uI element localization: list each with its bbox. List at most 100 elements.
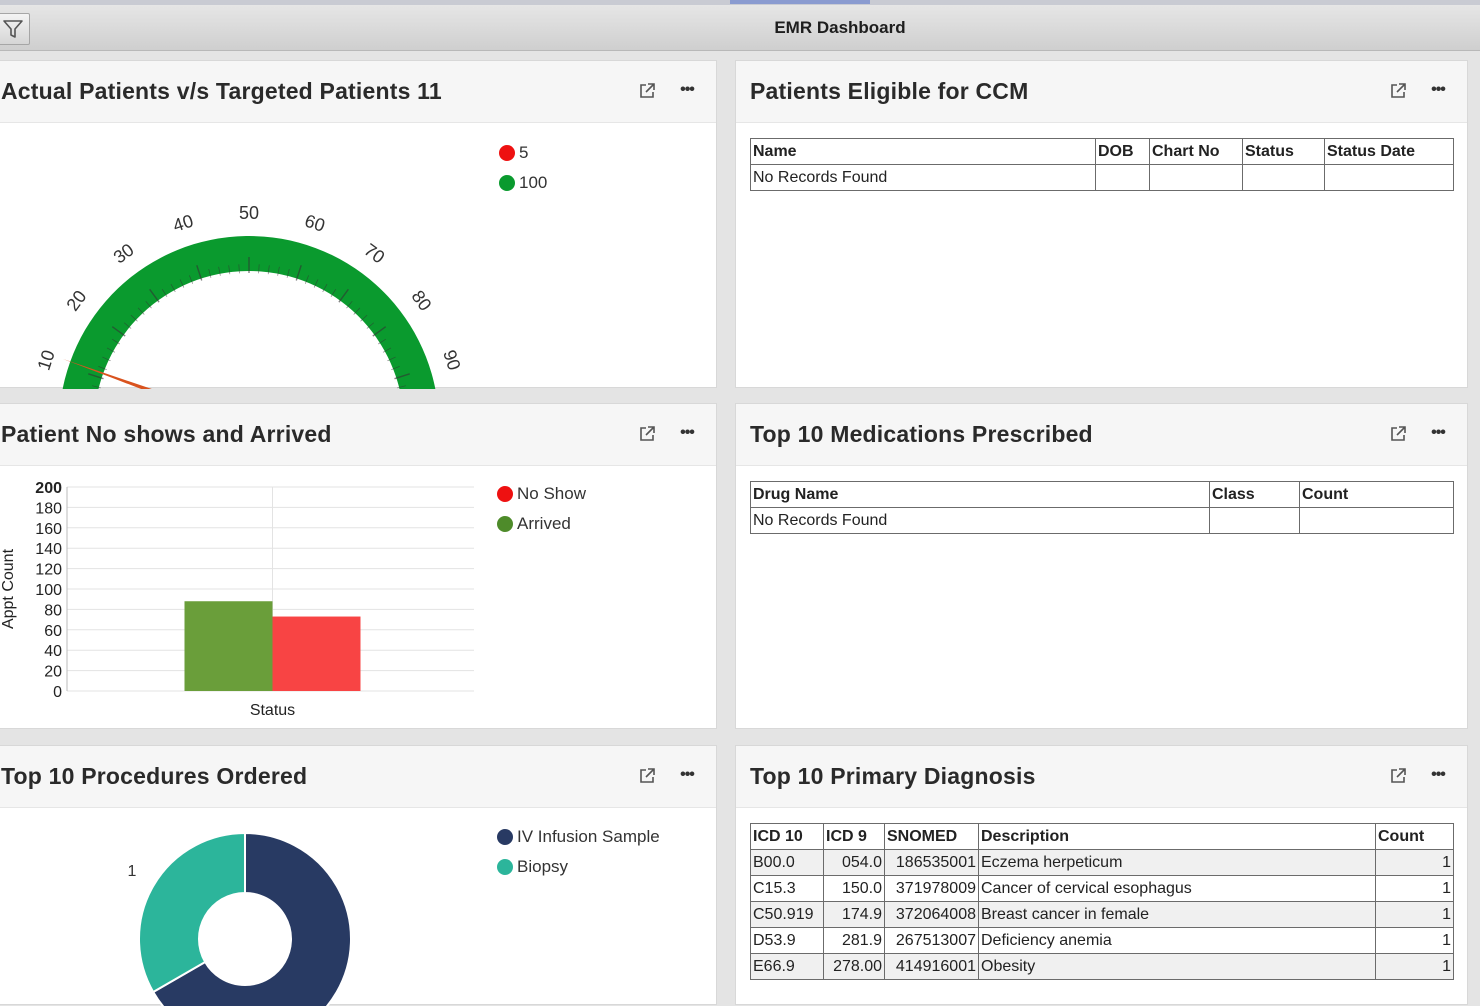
column-header[interactable]: Name [750, 138, 1096, 165]
external-link-icon[interactable] [1388, 81, 1408, 101]
gauge-needle [62, 358, 152, 389]
column-header[interactable]: SNOMED [884, 823, 979, 850]
table-cell: 150.0 [823, 875, 885, 902]
gauge-tick-label: 40 [170, 211, 195, 236]
table-cell: 1 [1375, 953, 1454, 980]
gauge-tick [313, 279, 319, 288]
gauge-tick [130, 314, 138, 322]
panel-title: Patient No shows and Arrived [1, 421, 332, 447]
table-cell: 414916001 [884, 953, 979, 980]
column-header[interactable]: Chart No [1149, 138, 1243, 165]
gauge-tick [346, 300, 353, 309]
more-options-icon[interactable]: ••• [680, 766, 695, 783]
table-row[interactable]: C50.919 174.9 372064008 Breast cancer in fe… [750, 901, 1454, 928]
panel-header: Top 10 Primary Diagnosis ••• [736, 746, 1467, 808]
gauge-tick [98, 366, 107, 371]
column-header[interactable]: DOB [1095, 138, 1150, 165]
table-header-row: ICD 10 ICD 9 SNOMED Description Count [750, 823, 1454, 850]
legend-item[interactable]: 5 [499, 138, 547, 168]
gauge-tick [92, 385, 101, 389]
gauge-tick [111, 326, 126, 337]
more-options-icon[interactable]: ••• [1431, 81, 1446, 98]
column-header[interactable]: Count [1375, 823, 1454, 850]
legend-item[interactable]: 100 [499, 168, 547, 198]
table-cell: C15.3 [750, 875, 824, 902]
gauge-tick [295, 265, 302, 281]
filter-button[interactable] [0, 13, 30, 45]
more-options-icon[interactable]: ••• [680, 424, 695, 441]
x-axis-label: Status [250, 702, 295, 719]
table-cell: 054.0 [823, 849, 885, 876]
table-row[interactable]: D53.9 281.9 267513007 Deficiency anemia 1 [750, 927, 1454, 954]
legend-label: IV Infusion Sample [517, 827, 660, 846]
table-cell: Deficiency anemia [978, 927, 1376, 954]
external-link-icon[interactable] [637, 766, 657, 786]
y-tick-label: 160 [35, 521, 62, 538]
legend-label: Biopsy [517, 857, 569, 876]
legend-dot-icon [499, 145, 515, 161]
gauge-tick-label: 80 [408, 287, 436, 315]
donut-slice[interactable] [138, 831, 246, 994]
legend-item[interactable]: No Show [497, 479, 586, 509]
gauge-tick [353, 307, 361, 315]
column-header[interactable]: ICD 10 [750, 823, 824, 850]
top-strip [0, 0, 1480, 5]
gauge-tick [258, 264, 260, 274]
table-cell: Obesity [978, 953, 1376, 980]
gauge-tick [267, 265, 270, 275]
bar[interactable] [272, 616, 361, 691]
ccm-table: Name DOB Chart No Status Status Date No … [750, 138, 1454, 191]
legend-item[interactable]: Arrived [497, 509, 586, 539]
column-header[interactable]: Status [1242, 138, 1325, 165]
empty-message: No Records Found [750, 507, 1210, 534]
table-cell: 267513007 [884, 927, 979, 954]
gauge-tick [391, 366, 400, 371]
bar[interactable] [184, 601, 273, 691]
table-row[interactable]: C15.3 150.0 371978009 Cancer of cervical es… [750, 875, 1454, 902]
gauge-tick [102, 356, 111, 362]
column-header[interactable]: Description [978, 823, 1376, 850]
procedures-panel: Top 10 Procedures Ordered ••• 1 IV Infus… [0, 745, 717, 1006]
ccm-panel: Patients Eligible for CCM ••• Name DOB C… [735, 60, 1468, 388]
external-link-icon[interactable] [1388, 766, 1408, 786]
gauge-tick [387, 356, 396, 362]
gauge-chart: 0102030405060708090100 [34, 203, 464, 389]
external-link-icon[interactable] [1388, 424, 1408, 444]
table-row[interactable]: B00.0 054.0 186535001 Eczema herpeticum 1 [750, 849, 1454, 876]
gauge-tick [161, 289, 168, 298]
more-options-icon[interactable]: ••• [1431, 424, 1446, 441]
gauge-tick [228, 265, 231, 275]
table-row[interactable]: E66.9 278.00 414916001 Obesity 1 [750, 953, 1454, 980]
donut-slice[interactable] [151, 831, 352, 1006]
column-header[interactable]: Drug Name [750, 481, 1210, 508]
external-link-icon[interactable] [637, 424, 657, 444]
panel-header: Actual Patients v/s Targeted Patients 11… [0, 61, 716, 123]
legend-label: 100 [519, 173, 548, 192]
table-cell: 278.00 [823, 953, 885, 980]
column-header[interactable]: Class [1209, 481, 1300, 508]
panel-header: Patient No shows and Arrived ••• [0, 404, 716, 466]
table-cell [1095, 164, 1150, 191]
gauge-tick [106, 347, 116, 353]
column-header[interactable]: ICD 9 [823, 823, 885, 850]
legend-item[interactable]: IV Infusion Sample [497, 822, 660, 852]
table-cell: 281.9 [823, 927, 885, 954]
table-cell [1209, 507, 1300, 534]
diagnosis-table: ICD 10 ICD 9 SNOMED Description Count B0… [750, 823, 1454, 980]
table-cell: Cancer of cervical esophagus [978, 875, 1376, 902]
column-header[interactable]: Count [1299, 481, 1454, 508]
gauge-tick [377, 338, 386, 345]
more-options-icon[interactable]: ••• [680, 81, 695, 98]
gauge-tick [112, 338, 121, 345]
table-cell: C50.919 [750, 901, 824, 928]
more-options-icon[interactable]: ••• [1431, 766, 1446, 783]
external-link-icon[interactable] [637, 81, 657, 101]
gauge-tick [137, 307, 145, 315]
legend-item[interactable]: Biopsy [497, 852, 660, 882]
gauge-tick [196, 265, 203, 281]
table-cell: 1 [1375, 849, 1454, 876]
donut-legend: IV Infusion Sample Biopsy [497, 822, 660, 882]
column-header[interactable]: Status Date [1324, 138, 1454, 165]
panel-header: Patients Eligible for CCM ••• [736, 61, 1467, 123]
gauge-tick [88, 373, 104, 380]
